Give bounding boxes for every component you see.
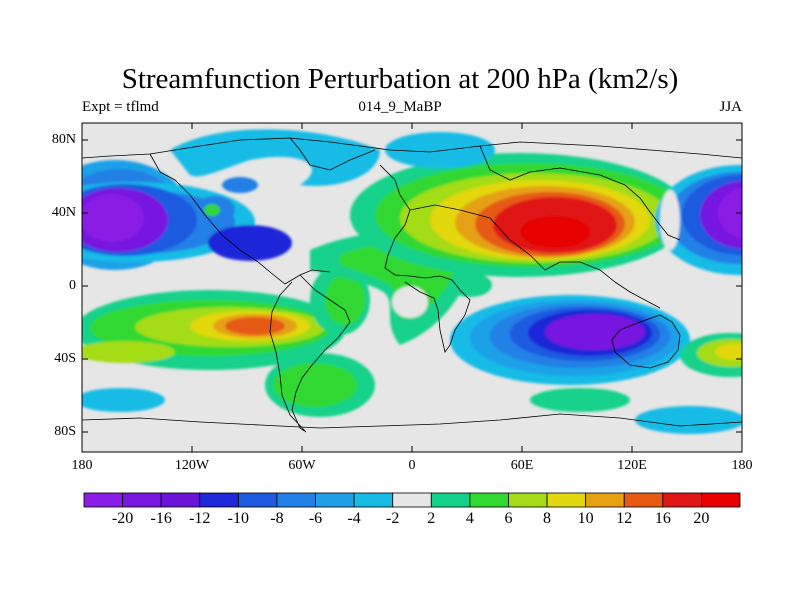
contour-region — [660, 190, 680, 250]
lon-tick-label: 180 — [731, 458, 753, 473]
lat-tick-label: 80N — [51, 132, 76, 147]
colorbar-box — [662, 492, 702, 508]
contour-region — [700, 181, 742, 249]
colorbar-box — [430, 492, 471, 508]
contour-region — [82, 194, 144, 242]
experiment-label: Expt = tflmd — [82, 99, 159, 115]
contour-region — [82, 388, 165, 412]
colorbar-box — [122, 492, 162, 508]
contour-region — [225, 317, 285, 335]
colorbar-label: 20 — [693, 510, 710, 527]
colorbar-label: -8 — [270, 510, 284, 527]
colorbar-label: -2 — [386, 510, 400, 527]
colorbar-box — [623, 492, 664, 508]
lat-tick-label: 0 — [69, 278, 76, 293]
contour-region — [448, 273, 492, 297]
colorbar-label: 6 — [504, 510, 513, 527]
lon-tick-label: 60W — [288, 458, 316, 473]
contour-region — [170, 129, 380, 186]
colorbar-label: -12 — [189, 510, 211, 527]
colorbar-label: -16 — [150, 510, 172, 527]
colorbar-box — [315, 492, 355, 508]
colorbar-box — [546, 492, 587, 508]
colorbar-label: -6 — [308, 510, 323, 527]
lat-tick-label: 80S — [54, 424, 76, 439]
colorbar-label: -10 — [227, 510, 249, 527]
contour-region — [530, 388, 630, 412]
colorbar-box — [508, 492, 548, 508]
coastline — [269, 274, 351, 433]
colorbar — [83, 492, 741, 508]
coastline — [289, 137, 376, 171]
contour-region — [204, 204, 220, 216]
colorbar-box — [585, 492, 625, 508]
colorbar-label: 10 — [577, 510, 594, 527]
colorbar-box — [701, 492, 741, 508]
colorbar-box — [237, 492, 278, 508]
contour-region — [520, 216, 590, 248]
coastline — [611, 314, 681, 369]
colorbar-box — [392, 492, 432, 508]
coastline — [82, 137, 742, 159]
colorbar-label: -20 — [111, 510, 134, 527]
contour-region — [392, 286, 428, 318]
colorbar-label: 12 — [616, 510, 633, 527]
coastline — [409, 204, 661, 309]
contour-region — [208, 225, 292, 261]
map-title: Streamfunction Perturbation at 200 hPa (… — [121, 63, 679, 95]
contour-region — [325, 275, 365, 325]
lon-tick-label: 60E — [510, 458, 534, 473]
colorbar-box — [160, 492, 201, 508]
axis-ticks — [82, 123, 742, 452]
lon-tick-label: 0 — [408, 458, 416, 473]
coastlines — [82, 137, 742, 433]
colorbar-box — [353, 492, 394, 508]
colorbar-label: 16 — [654, 510, 671, 527]
colorbar-box — [199, 492, 239, 508]
lon-tick-label: 180 — [71, 458, 93, 473]
colorbar-label: 4 — [465, 510, 474, 527]
coastline — [479, 145, 681, 241]
colorbar-label: -4 — [347, 510, 361, 527]
lat-tick-label: 40N — [51, 205, 76, 220]
lat-tick-label: 40S — [54, 351, 76, 366]
run-label: 014_9_MaBP — [358, 99, 442, 115]
colorbar-box — [469, 492, 509, 508]
colorbar-box — [83, 492, 123, 508]
coastline — [379, 164, 471, 353]
contour-region — [385, 132, 495, 168]
contour-region — [715, 344, 742, 360]
contour-region — [273, 363, 357, 407]
season-label: JJA — [719, 99, 742, 115]
colorbar-label: 8 — [543, 510, 552, 527]
lon-tick-label: 120W — [174, 458, 210, 473]
lon-tick-label: 120E — [617, 458, 647, 473]
contour-region — [545, 314, 645, 350]
contour-region — [222, 177, 258, 193]
contour-region — [635, 406, 742, 434]
colorbar-box — [276, 492, 316, 508]
colorbar-label: 2 — [427, 510, 436, 527]
contour-region — [82, 341, 175, 363]
coastline — [82, 413, 742, 429]
contour-region — [718, 187, 742, 239]
